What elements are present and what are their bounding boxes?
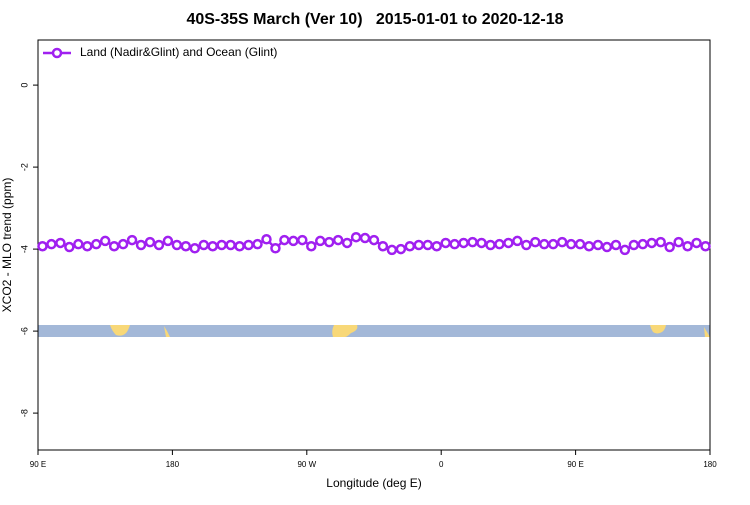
data-point: [530, 236, 541, 248]
data-point: [565, 238, 577, 250]
data-point: [601, 241, 613, 253]
data-point: [314, 235, 326, 247]
data-point: [619, 244, 631, 256]
data-point: [664, 241, 675, 253]
data-point: [243, 239, 254, 251]
data-point: [395, 243, 407, 255]
data-point: [323, 236, 335, 248]
map-strip: [38, 325, 710, 337]
x-tick-label: 90 W: [297, 460, 316, 469]
data-point: [270, 243, 281, 254]
data-point: [225, 239, 236, 251]
data-point: [297, 234, 308, 246]
data-point: [556, 236, 568, 248]
data-point: [413, 239, 425, 251]
data-point: [458, 237, 469, 249]
data-point: [538, 238, 550, 250]
data-point: [90, 238, 102, 250]
data-point: [691, 237, 702, 249]
data-point: [135, 239, 147, 251]
data-point: [350, 231, 362, 243]
data-point: [108, 240, 120, 252]
data-point: [682, 240, 693, 252]
y-axis-label: XCO2 - MLO trend (ppm): [0, 178, 14, 313]
data-point: [592, 239, 604, 251]
data-point: [279, 234, 290, 246]
legend-label: Land (Nadir&Glint) and Ocean (Glint): [80, 45, 277, 59]
data-point: [655, 236, 666, 248]
data-point: [234, 240, 245, 252]
x-tick-label: 90 E: [567, 460, 583, 469]
x-axis-label: Longitude (deg E): [326, 476, 421, 490]
data-point: [216, 239, 227, 251]
data-point: [386, 244, 398, 256]
data-point: [440, 237, 451, 249]
data-point: [521, 239, 532, 251]
y-tick-label: -8: [19, 409, 29, 417]
data-point: [189, 243, 201, 254]
data-point: [198, 239, 210, 251]
data-point: [46, 238, 57, 250]
data-point: [126, 234, 138, 246]
data-point: [55, 237, 66, 249]
x-tick-label: 90 E: [30, 460, 46, 469]
data-point: [476, 237, 487, 249]
chart-title: 40S-35S March (Ver 10) 2015-01-01 to 202…: [186, 11, 563, 28]
data-point: [422, 239, 434, 251]
data-point: [637, 238, 649, 250]
data-point: [431, 240, 442, 252]
data-point: [306, 240, 317, 252]
data-point: [261, 234, 272, 245]
data-point: [82, 240, 93, 252]
data-point: [64, 241, 75, 253]
data-point: [341, 237, 353, 249]
y-tick-label: -4: [19, 245, 29, 253]
x-tick-label: 0: [439, 460, 444, 469]
data-point: [377, 240, 389, 252]
data-point: [646, 237, 658, 249]
y-tick-label: 0: [19, 83, 29, 88]
x-tick-label: 180: [703, 460, 717, 469]
x-tick-label: 180: [166, 460, 180, 469]
data-point: [700, 240, 711, 252]
data-point: [359, 232, 371, 244]
data-point: [583, 240, 595, 252]
data-point: [73, 238, 84, 250]
data-point: [207, 240, 218, 252]
data-point: [37, 240, 48, 252]
data-point: [368, 234, 380, 246]
legend-marker: [51, 47, 63, 59]
data-point: [99, 235, 111, 247]
data-point: [485, 239, 496, 251]
data-point: [117, 238, 129, 250]
data-point: [610, 239, 622, 251]
data-point: [494, 238, 505, 250]
data-point: [673, 236, 684, 248]
data-point: [574, 238, 586, 250]
data-point: [288, 235, 299, 247]
data-point: [503, 237, 514, 249]
data-point: [628, 239, 640, 251]
y-tick-label: -6: [19, 327, 29, 335]
data-point: [467, 236, 478, 248]
data-point: [252, 238, 263, 250]
data-point: [332, 234, 344, 246]
data-point: [512, 235, 523, 247]
data-point: [180, 240, 192, 252]
data-point: [144, 236, 156, 248]
data-point: [404, 240, 416, 252]
data-point: [547, 238, 559, 250]
data-point: [449, 238, 460, 250]
data-point: [162, 235, 174, 247]
data-point: [153, 239, 165, 251]
y-tick-label: -2: [19, 163, 29, 171]
data-point: [171, 239, 183, 251]
